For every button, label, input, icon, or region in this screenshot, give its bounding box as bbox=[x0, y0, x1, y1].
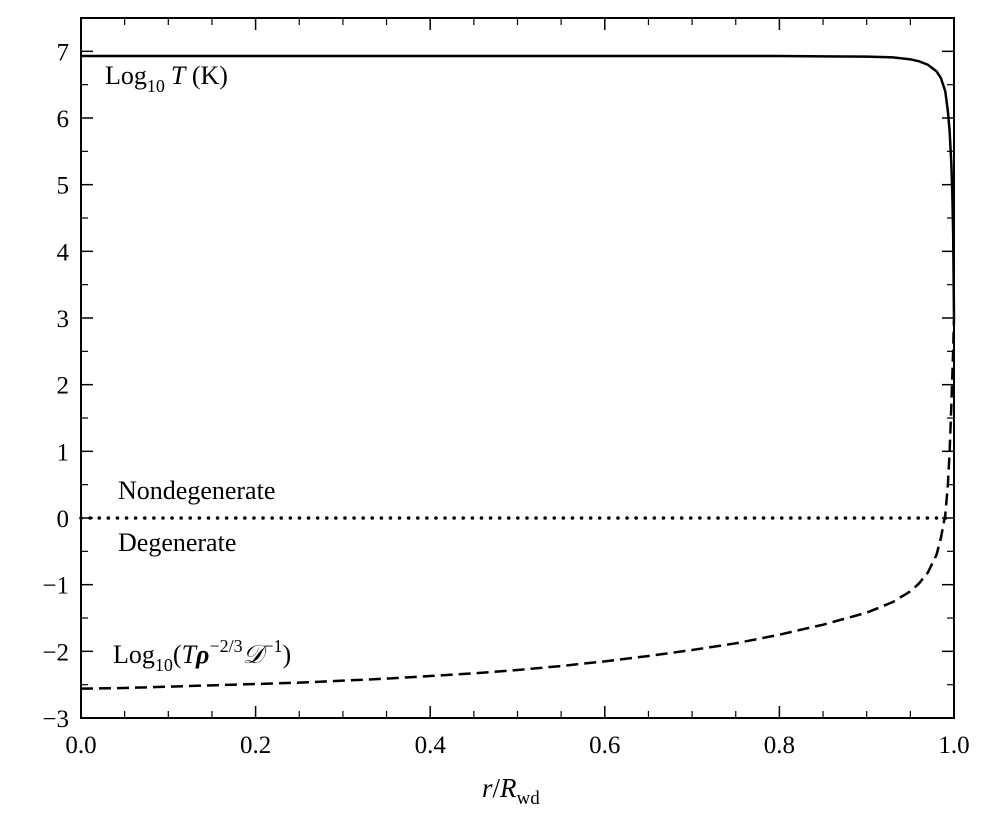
y-tick-label: −2 bbox=[42, 639, 69, 666]
axis-ticks bbox=[80, 18, 955, 719]
x-axis-label: r/Rwd bbox=[482, 773, 540, 809]
y-tick-label: 5 bbox=[57, 173, 70, 200]
annotation-degenerate: Degenerate bbox=[118, 528, 236, 557]
x-tick-label: 0.8 bbox=[764, 732, 795, 759]
y-tick-label: 0 bbox=[57, 506, 70, 533]
y-tick-label: 1 bbox=[57, 439, 70, 466]
series-line-temperature bbox=[81, 54, 956, 319]
x-tick-label: 1.0 bbox=[938, 732, 969, 759]
x-tick-label: 0.2 bbox=[240, 732, 271, 759]
y-tick-label: 6 bbox=[57, 106, 70, 133]
series-label-degeneracy: Log10(Tρ−2/3𝒟−1) bbox=[113, 636, 291, 675]
tick-labels: 0.0 0.2 0.4 0.6 0.8 1.0 −3 −2 −1 0 1 2 3 4 5 6 7 bbox=[42, 39, 969, 759]
y-tick-label: 7 bbox=[57, 39, 70, 66]
y-tick-label: −1 bbox=[42, 573, 69, 600]
series-label-temperature: Log10 T (K) bbox=[105, 61, 228, 96]
y-tick-label: 3 bbox=[57, 306, 70, 333]
x-tick-label: 0.4 bbox=[415, 732, 447, 759]
y-tick-label: 2 bbox=[57, 373, 70, 400]
series-layer bbox=[79, 54, 956, 690]
y-tick-label: −3 bbox=[42, 706, 69, 733]
y-tick-label: 4 bbox=[57, 239, 70, 266]
plot-frame bbox=[80, 17, 955, 719]
series-line-degeneracy bbox=[80, 317, 956, 690]
x-tick-label: 0.6 bbox=[589, 732, 620, 759]
x-tick-label: 0.0 bbox=[65, 732, 96, 759]
annotation-nondegenerate: Nondegenerate bbox=[118, 476, 275, 505]
